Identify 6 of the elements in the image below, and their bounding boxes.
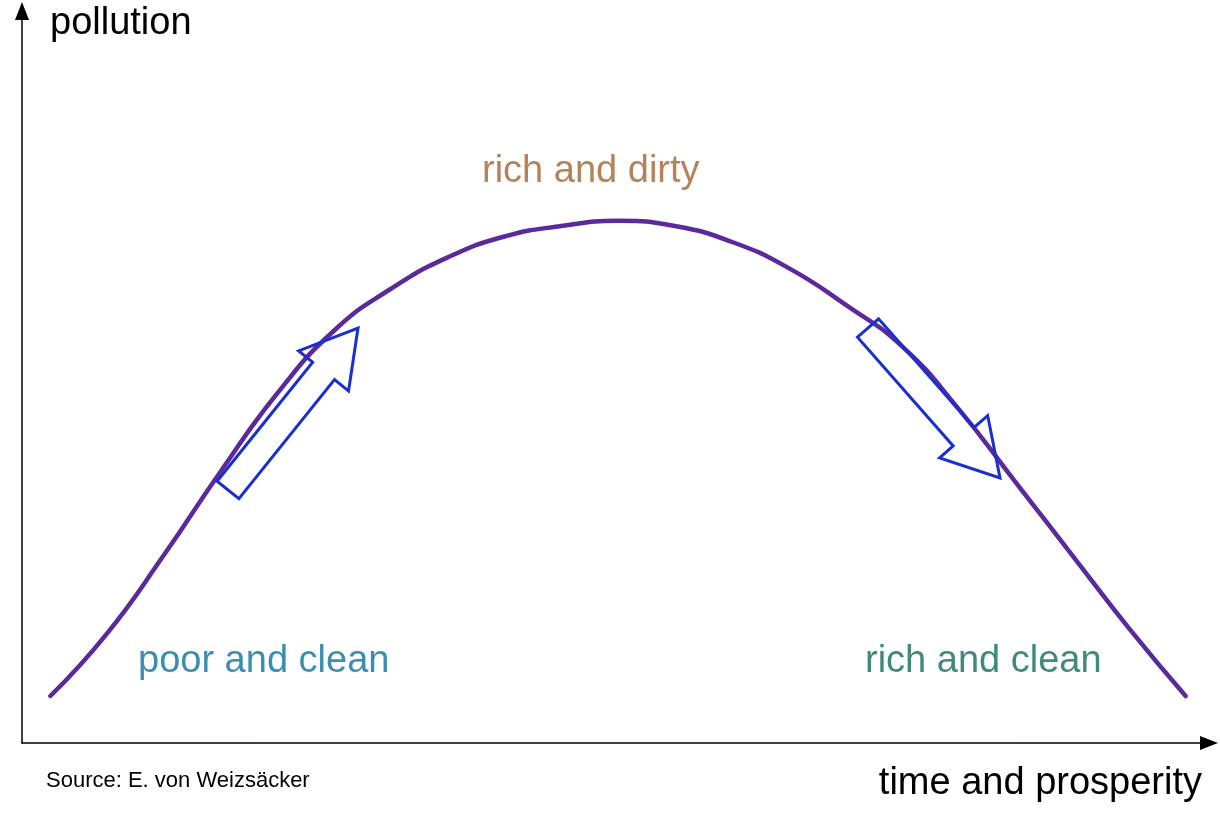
- x-axis-title: time and prosperity: [878, 760, 1203, 802]
- source-note: Source: E. von Weizsäcker: [46, 766, 310, 792]
- text: rich and dirty: [482, 148, 700, 190]
- annotation: poor and clean: [138, 638, 390, 680]
- annotation: rich and clean: [865, 638, 1102, 680]
- y-axis-title: pollution: [50, 0, 192, 42]
